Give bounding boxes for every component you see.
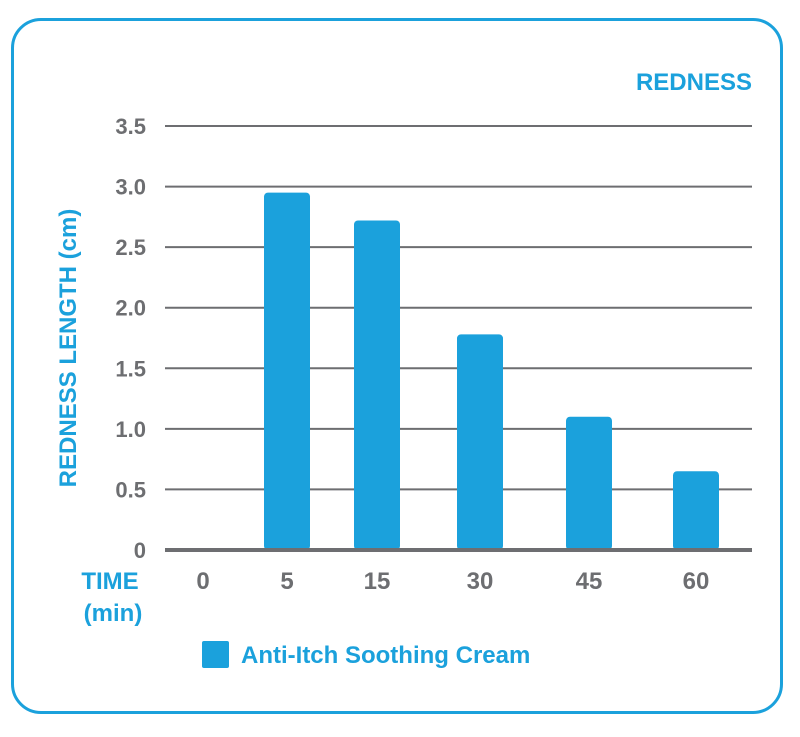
y-tick-label: 1.0: [115, 417, 146, 442]
y-tick-label: 2.0: [115, 296, 146, 321]
bar-60: [673, 471, 719, 550]
y-tick-label: 2.5: [115, 235, 146, 260]
y-tick-label: 3.0: [115, 175, 146, 200]
bars: [165, 192, 752, 552]
bar-5: [264, 192, 310, 550]
x-tick-label: 45: [576, 568, 603, 595]
x-tick-label: 15: [364, 568, 391, 595]
y-tick-label: 0: [134, 538, 146, 563]
bar-15: [354, 220, 400, 550]
y-tick-labels: 0 0.5 1.0 1.5 2.0 2.5 3.0 3.5: [115, 114, 146, 563]
x-axis-label-line2: (min): [84, 600, 143, 627]
chart-title: REDNESS: [636, 69, 752, 96]
y-tick-label: 1.5: [115, 356, 146, 381]
x-tick-label: 5: [280, 568, 293, 595]
x-tick-label: 60: [683, 568, 710, 595]
x-tick-label: 30: [467, 568, 494, 595]
x-tick-label: 0: [196, 568, 209, 595]
x-axis-label-line1: TIME: [81, 568, 138, 595]
bar-45: [566, 416, 612, 550]
y-axis-label: REDNESS LENGTH (cm): [55, 209, 82, 488]
y-tick-label: 3.5: [115, 114, 146, 139]
legend-swatch: [202, 641, 229, 668]
y-tick-label: 0.5: [115, 477, 146, 502]
legend-label: Anti-Itch Soothing Cream: [241, 642, 530, 669]
x-tick-labels: 0 5 15 30 45 60: [196, 568, 709, 595]
bar-30: [457, 334, 503, 550]
